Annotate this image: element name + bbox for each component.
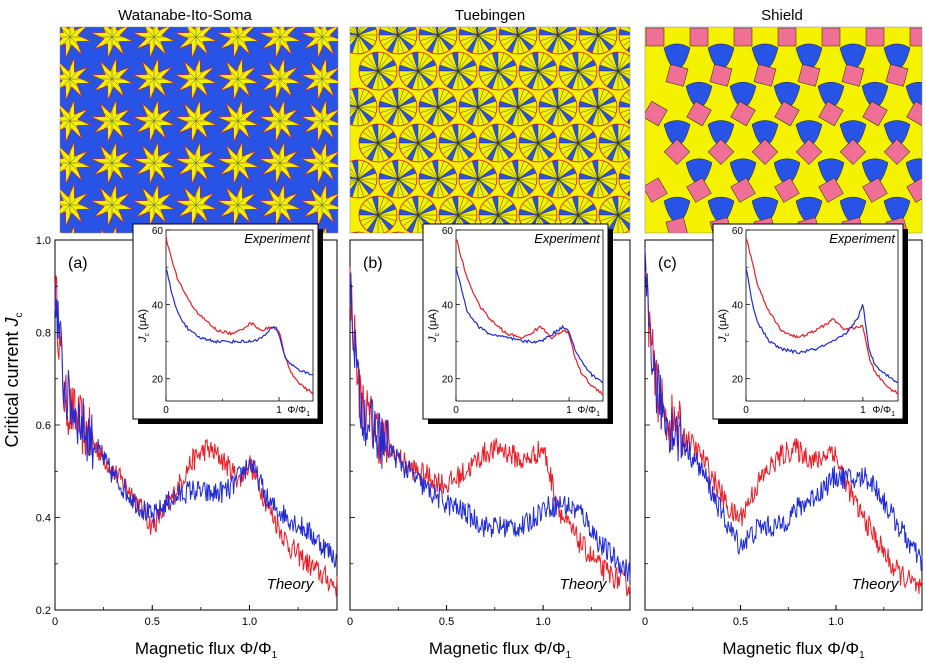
series-blue-line [644, 248, 923, 571]
inset-y-label: Jc (μA) [427, 309, 441, 343]
theory-label: Theory [267, 576, 315, 593]
tiling-title: Tuebingen [455, 7, 525, 24]
inset-x-tick-label: 1 [566, 405, 572, 416]
x-tick-label: 0.5 [733, 616, 748, 628]
y-tick-label: 0.6 [36, 420, 51, 432]
panel-label: (b) [363, 255, 383, 272]
series-blue-line [54, 282, 337, 568]
x-tick-label: 0 [347, 616, 353, 628]
theory-label: Theory [852, 576, 900, 593]
series-red-line [644, 271, 923, 594]
inset-title: Experiment [534, 231, 601, 246]
inset-y-tick-label: 20 [152, 375, 164, 386]
inset-y-tick-label: 60 [442, 226, 454, 237]
inset-series-blue-line [745, 268, 899, 384]
theory-label: Theory [560, 576, 608, 593]
inset-x-label: Φ/Φ1 [287, 405, 310, 418]
inset-series-red-line [745, 237, 899, 395]
x-axis-label: Magnetic flux Φ/Φ1 [135, 639, 278, 661]
inset-x-tick-label: 1 [276, 405, 282, 416]
inset-series-red-line [165, 236, 314, 396]
x-tick-label: 1.0 [535, 616, 550, 628]
inset-y-tick-label: 20 [732, 375, 744, 386]
inset-1: 20 40 60 0 1 Experiment Jc (μA) Φ/Φ1 [132, 223, 323, 424]
panel-label: (a) [68, 255, 88, 272]
y-tick-label: 1.0 [36, 235, 51, 247]
series-red-line [54, 275, 338, 597]
x-tick-label: 1.0 [242, 616, 257, 628]
panel-label: (c) [658, 255, 677, 272]
tiling-image-1 [59, 26, 339, 234]
x-tick-label: 1.0 [828, 616, 843, 628]
tiling-image-3 [644, 26, 923, 234]
inset-3: 20 40 60 0 1 Experiment Jc (μA) Φ/Φ1 [712, 223, 908, 424]
inset-plot-frame [455, 229, 604, 402]
tiling-image-2 [349, 26, 631, 234]
x-tick-label: 0 [642, 616, 648, 628]
inset-frame [132, 223, 319, 420]
x-axis-label: Magnetic flux Φ/Φ1 [722, 639, 865, 661]
tiling-title: Shield [761, 7, 803, 24]
x-tick-label: 0.5 [145, 616, 160, 628]
inset-x-tick-label: 0 [163, 405, 169, 416]
inset-y-tick-label: 60 [152, 226, 164, 237]
inset-series-red-line [455, 238, 604, 396]
inset-frame [712, 223, 904, 420]
inset-title: Experiment [829, 231, 896, 246]
inset-y-tick-label: 40 [732, 300, 744, 311]
inset-y-tick-label: 40 [442, 300, 454, 311]
inset-series-blue-line [165, 268, 314, 376]
y-tick-label: 0.8 [36, 328, 51, 340]
inset-plot-frame [745, 229, 899, 402]
series-blue-line [349, 272, 631, 582]
inset-x-tick-label: 0 [743, 405, 749, 416]
inset-2: 20 40 60 0 1 Experiment Jc (μA) Φ/Φ1 [422, 223, 613, 424]
inset-y-label: Jc (μA) [717, 309, 731, 343]
inset-y-tick-label: 20 [442, 375, 454, 386]
inset-plot-frame [165, 229, 314, 402]
y-axis-label: Critical current Jc [2, 312, 25, 447]
inset-x-tick-label: 0 [453, 405, 459, 416]
inset-y-tick-label: 60 [732, 226, 744, 237]
inset-x-tick-label: 1 [860, 405, 866, 416]
inset-frame [422, 223, 609, 420]
inset-y-label: Jc (μA) [137, 309, 151, 343]
inset-y-tick-label: 40 [152, 300, 164, 311]
y-tick-label: 0.2 [36, 605, 51, 617]
x-axis-label: Magnetic flux Φ/Φ1 [429, 639, 572, 661]
x-tick-label: 0 [52, 616, 58, 628]
x-tick-label: 0.5 [439, 616, 454, 628]
inset-x-label: Φ/Φ1 [577, 405, 600, 418]
tiling-title: Watanabe-Ito-Soma [118, 7, 252, 24]
inset-title: Experiment [244, 231, 311, 246]
inset-series-blue-line [455, 267, 604, 383]
y-tick-label: 0.4 [36, 513, 51, 525]
inset-x-label: Φ/Φ1 [872, 405, 895, 418]
